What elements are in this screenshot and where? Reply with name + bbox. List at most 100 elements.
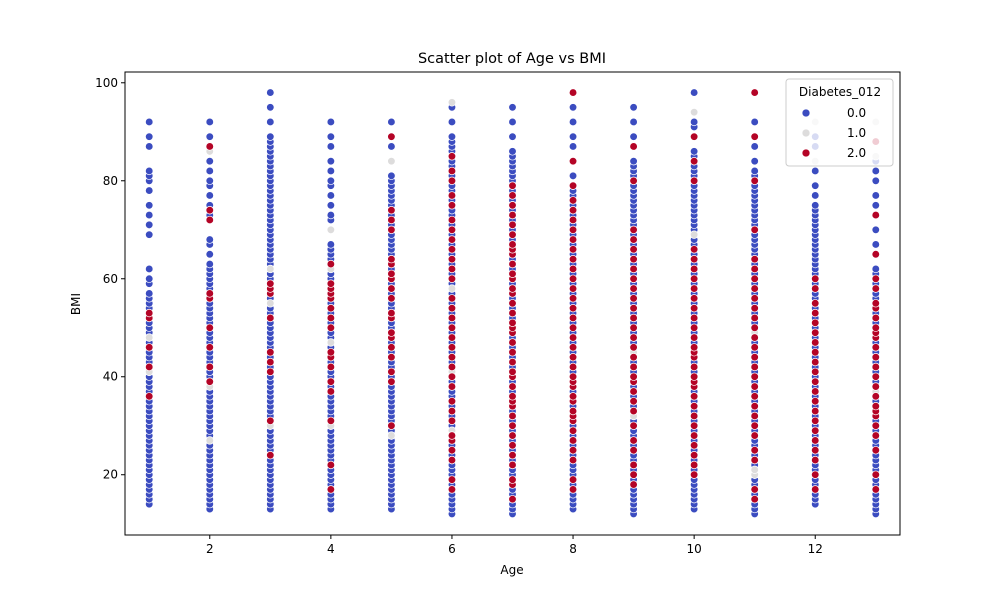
data-point bbox=[508, 450, 517, 460]
data-point bbox=[871, 284, 880, 293]
data-point bbox=[750, 323, 759, 332]
data-point bbox=[387, 367, 396, 376]
data-point bbox=[266, 299, 275, 308]
data-point bbox=[689, 372, 699, 381]
data-point bbox=[689, 392, 699, 401]
data-point bbox=[447, 191, 457, 200]
data-point bbox=[750, 431, 759, 440]
data-point bbox=[447, 132, 457, 141]
legend: Diabetes_012 0.0 1.0 2.0 bbox=[785, 78, 894, 167]
data-point bbox=[387, 431, 396, 440]
data-point bbox=[689, 304, 699, 313]
data-point bbox=[387, 269, 396, 279]
data-point bbox=[750, 166, 759, 176]
data-point bbox=[508, 411, 517, 421]
data-point bbox=[689, 362, 699, 372]
data-point bbox=[205, 362, 214, 372]
data-point bbox=[629, 304, 638, 313]
data-point bbox=[568, 426, 578, 435]
data-point bbox=[629, 103, 638, 112]
data-point bbox=[689, 411, 699, 421]
data-point bbox=[447, 117, 457, 127]
y-tick-label: 60 bbox=[103, 272, 118, 286]
data-point bbox=[387, 284, 396, 293]
data-point bbox=[689, 323, 699, 332]
data-point bbox=[508, 348, 517, 357]
data-point bbox=[508, 308, 517, 318]
data-point bbox=[205, 142, 214, 151]
legend-label: 0.0 bbox=[847, 106, 866, 120]
data-point bbox=[508, 382, 517, 391]
data-point bbox=[689, 333, 699, 342]
data-point bbox=[145, 308, 154, 318]
data-point bbox=[689, 460, 699, 470]
data-point bbox=[629, 132, 638, 141]
data-point bbox=[750, 225, 759, 234]
data-point bbox=[689, 147, 699, 156]
data-point bbox=[266, 357, 275, 367]
data-point bbox=[750, 88, 759, 97]
data-point bbox=[568, 196, 578, 205]
data-point bbox=[145, 132, 154, 141]
data-point bbox=[750, 304, 759, 313]
data-point bbox=[689, 117, 699, 127]
data-point bbox=[387, 117, 396, 127]
data-point bbox=[145, 362, 154, 372]
data-point bbox=[145, 392, 154, 401]
data-point bbox=[568, 215, 578, 225]
x-tick-label: 2 bbox=[206, 542, 214, 556]
data-point bbox=[508, 441, 517, 450]
data-point bbox=[811, 357, 820, 367]
data-point bbox=[750, 392, 759, 401]
data-point bbox=[326, 338, 336, 347]
data-point bbox=[145, 142, 154, 151]
data-point bbox=[750, 446, 759, 455]
data-point bbox=[871, 382, 880, 391]
data-point bbox=[447, 245, 457, 254]
data-point bbox=[811, 485, 820, 494]
data-point bbox=[508, 210, 517, 220]
data-point bbox=[750, 465, 759, 474]
legend-label: 2.0 bbox=[847, 146, 866, 160]
data-point bbox=[629, 446, 638, 455]
data-point bbox=[811, 348, 820, 357]
data-point bbox=[447, 235, 457, 244]
data-point bbox=[871, 176, 880, 185]
data-point bbox=[871, 166, 880, 176]
data-point bbox=[750, 117, 759, 127]
data-point bbox=[629, 352, 638, 362]
points-layer bbox=[145, 88, 880, 519]
data-point bbox=[871, 392, 880, 401]
data-point bbox=[568, 333, 578, 342]
data-point bbox=[145, 274, 154, 283]
data-point bbox=[145, 264, 154, 274]
data-point bbox=[568, 157, 578, 166]
data-point bbox=[811, 367, 820, 376]
y-tick-label: 80 bbox=[103, 174, 118, 188]
data-point bbox=[326, 313, 336, 323]
data-point bbox=[326, 259, 336, 269]
data-point bbox=[447, 406, 457, 416]
data-point bbox=[871, 225, 880, 234]
data-point bbox=[266, 313, 275, 323]
data-point bbox=[811, 416, 820, 425]
data-point bbox=[447, 215, 457, 225]
data-point bbox=[205, 166, 214, 176]
data-point bbox=[205, 206, 214, 215]
data-point bbox=[811, 166, 820, 176]
data-point bbox=[205, 323, 214, 332]
data-point bbox=[326, 117, 336, 127]
data-point bbox=[871, 191, 880, 200]
data-point bbox=[508, 460, 517, 470]
data-point bbox=[568, 171, 578, 181]
data-point bbox=[387, 255, 396, 264]
data-point bbox=[326, 323, 336, 332]
data-point bbox=[205, 132, 214, 141]
data-point bbox=[629, 176, 638, 185]
data-point bbox=[266, 367, 275, 376]
data-point bbox=[811, 191, 820, 200]
data-point bbox=[871, 352, 880, 362]
data-point bbox=[326, 485, 336, 494]
data-point bbox=[629, 235, 638, 244]
data-point bbox=[205, 117, 214, 127]
